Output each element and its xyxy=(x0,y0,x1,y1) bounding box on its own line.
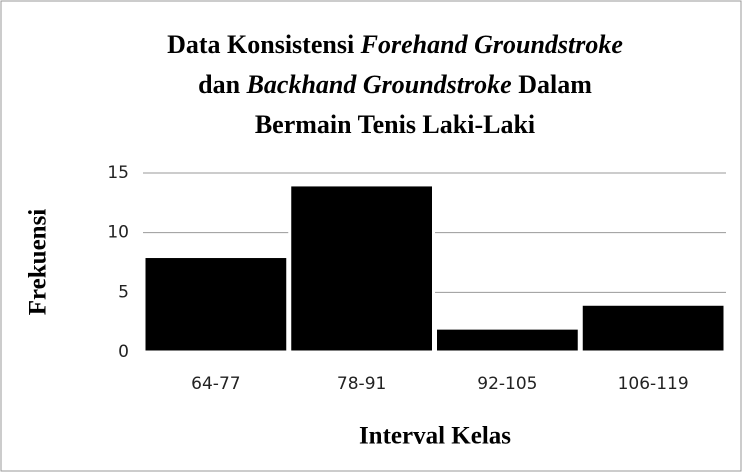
chart-title-segment: dan xyxy=(198,70,246,99)
y-tick-label: 0 xyxy=(118,342,129,362)
y-tick-label: 5 xyxy=(118,282,129,302)
x-tick-label: 92-105 xyxy=(477,374,537,394)
x-tick-label: 106-119 xyxy=(618,374,689,394)
x-axis-title: Interval Kelas xyxy=(359,423,511,450)
bar xyxy=(142,255,290,354)
bar xyxy=(434,326,581,354)
x-tick-label: 78-91 xyxy=(337,374,386,394)
y-tick-label: 10 xyxy=(107,223,129,243)
chart-title-segment: Data Konsistensi xyxy=(167,30,361,59)
chart-title-line: Data Konsistensi Forehand Groundstroke xyxy=(167,30,623,59)
chart-title-segment: Backhand Groundstroke xyxy=(246,70,512,99)
bar xyxy=(579,302,727,354)
y-axis-title: Frekuensi xyxy=(25,209,52,316)
chart-title-segment: Dalam xyxy=(512,70,593,99)
chart-title-line: Bermain Tenis Laki-Laki xyxy=(255,110,535,139)
x-tick-label: 64-77 xyxy=(191,374,240,394)
chart-title-segment: Bermain Tenis Laki-Laki xyxy=(255,110,535,139)
y-tick-label: 15 xyxy=(107,163,129,183)
chart-title-segment: Forehand Groundstroke xyxy=(360,30,623,59)
chart-title-line: dan Backhand Groundstroke Dalam xyxy=(198,70,592,99)
bar xyxy=(288,183,435,354)
